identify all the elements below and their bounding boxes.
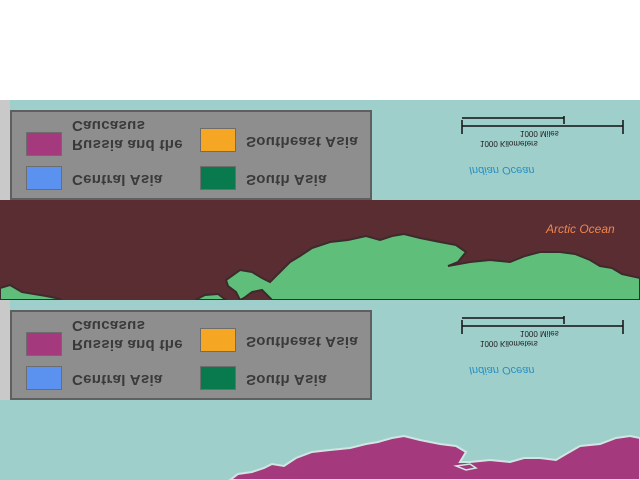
legend-label-south-asia: South Asia	[246, 371, 327, 388]
legend-edge	[0, 100, 10, 200]
russia-region-band	[0, 400, 640, 480]
map-legend: Caucasus Russia and the Central Asia Sou…	[10, 310, 372, 400]
legend-band-upper: Caucasus Russia and the Central Asia Sou…	[0, 100, 640, 200]
legend-label-central-asia: Central Asia	[72, 171, 163, 188]
map-legend: Caucasus Russia and the Central Asia Sou…	[10, 110, 372, 200]
legend-label-line1: Caucasus	[72, 317, 146, 334]
swatch-central-asia	[26, 166, 62, 190]
legend-label-line1: Caucasus	[72, 117, 146, 134]
indian-ocean-label: Indian Ocean	[469, 364, 535, 376]
arctic-ocean-label: Arctic Ocean	[546, 222, 615, 236]
swatch-russia-caucasus	[26, 332, 62, 356]
swatch-south-asia	[200, 366, 236, 390]
scale-km-label: 1000 Kilometers	[480, 139, 538, 148]
purple-landmass	[228, 434, 640, 480]
swatch-russia-caucasus	[26, 132, 62, 156]
legend-label-south-asia: South Asia	[246, 171, 327, 188]
scale-bar-lines	[461, 116, 624, 134]
swatch-south-asia	[200, 166, 236, 190]
swatch-southeast-asia	[200, 328, 236, 352]
swatch-central-asia	[26, 366, 62, 390]
scale-bar: 1000 Miles 1000 Kilometers	[460, 114, 625, 148]
scale-km-label: 1000 Kilometers	[480, 339, 538, 348]
legend-label-line2: Russia and the	[72, 336, 183, 353]
scale-bar: 1000 Miles 1000 Kilometers	[460, 314, 625, 348]
legend-label-central-asia: Central Asia	[72, 371, 163, 388]
legend-label-southeast-asia: Southeast Asia	[246, 133, 359, 150]
green-landmass	[0, 232, 640, 300]
scale-miles-label: 1000 Miles	[520, 129, 559, 138]
arctic-region-band: Arctic Ocean	[0, 200, 640, 300]
legend-label-southeast-asia: Southeast Asia	[246, 333, 359, 350]
scale-miles-label: 1000 Miles	[520, 329, 559, 338]
scale-bar-lines	[461, 316, 624, 334]
legend-label-line2: Russia and the	[72, 136, 183, 153]
legend-edge	[0, 300, 10, 400]
legend-band-lower: Caucasus Russia and the Central Asia Sou…	[0, 300, 640, 400]
indian-ocean-label: Indian Ocean	[469, 164, 535, 176]
swatch-southeast-asia	[200, 128, 236, 152]
blank-top-area	[0, 0, 640, 100]
